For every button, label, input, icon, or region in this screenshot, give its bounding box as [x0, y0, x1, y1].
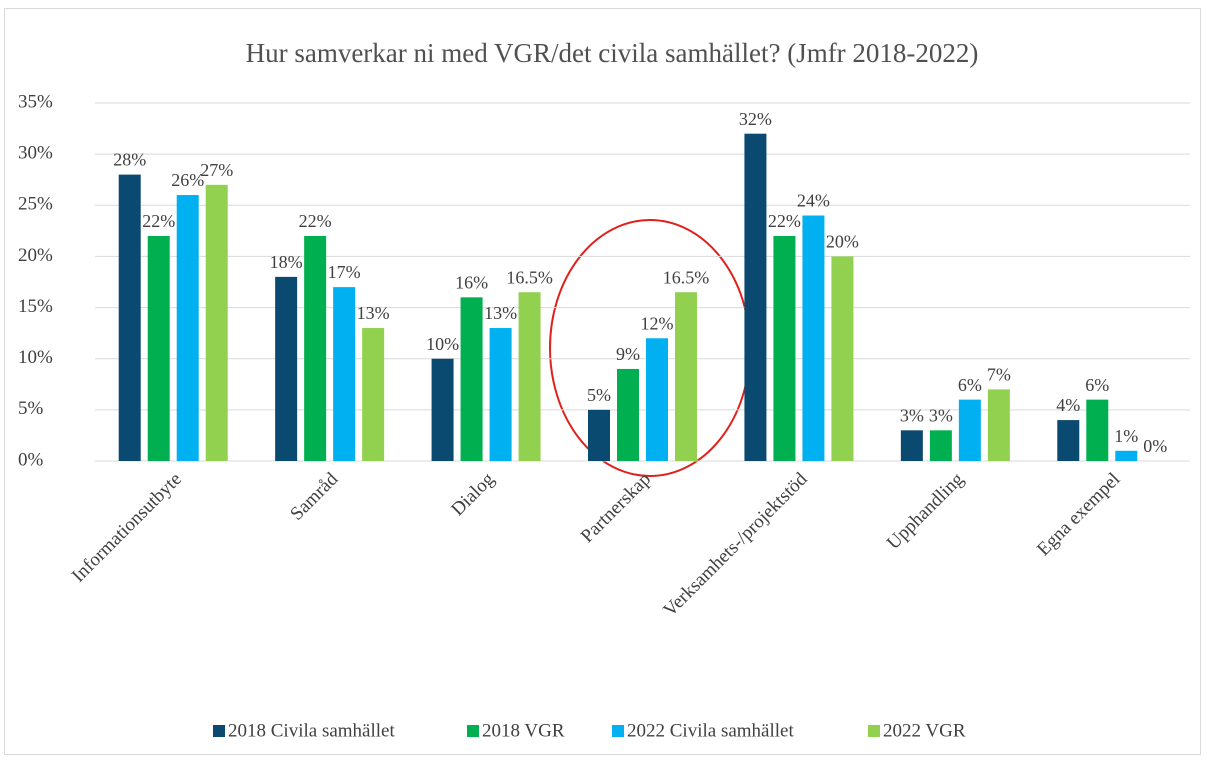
legend-label: 2022 VGR: [883, 720, 966, 741]
data-label: 20%: [826, 232, 859, 252]
bar: [460, 297, 483, 461]
data-label: 28%: [113, 150, 146, 170]
y-tick-label: 5%: [18, 398, 44, 419]
bar: [588, 409, 610, 461]
data-label: 17%: [328, 262, 361, 282]
y-tick-label: 35%: [18, 91, 53, 112]
bar: [1086, 399, 1109, 461]
data-label: 22%: [768, 211, 801, 231]
data-label: 4%: [1056, 395, 1080, 415]
data-label: 9%: [616, 344, 640, 364]
bar: [1057, 420, 1080, 461]
chart-title: Hur samverkar ni med VGR/det civila samh…: [246, 38, 979, 68]
data-label: 22%: [299, 211, 332, 231]
bar: [1115, 450, 1138, 461]
bar: [831, 256, 854, 461]
data-label: 6%: [1085, 375, 1109, 395]
bar: [958, 399, 981, 461]
bar: [275, 276, 298, 461]
data-label: 16.5%: [663, 267, 710, 287]
bar: [675, 292, 697, 461]
bar: [489, 328, 512, 461]
legend-label: 2022 Civila samhället: [627, 720, 794, 741]
legend-label: 2018 VGR: [482, 720, 565, 741]
bar: [118, 174, 141, 461]
bar: [646, 338, 668, 461]
bar: [617, 368, 639, 461]
data-label: 6%: [958, 375, 982, 395]
bar: [518, 292, 541, 461]
bar: [362, 328, 385, 461]
chart-border: [4, 8, 1201, 755]
y-tick-label: 0%: [18, 449, 44, 470]
data-label: 13%: [484, 303, 517, 323]
y-tick-label: 10%: [18, 347, 53, 368]
data-label: 18%: [270, 252, 303, 272]
data-label: 13%: [357, 303, 390, 323]
bar: [147, 235, 170, 461]
bar: [205, 184, 228, 462]
data-label: 32%: [739, 109, 772, 129]
bar: [900, 430, 923, 461]
data-label: 22%: [142, 211, 175, 231]
legend-swatch: [467, 725, 479, 737]
y-tick-label: 20%: [18, 245, 53, 266]
data-label: 24%: [797, 191, 830, 211]
bar: [304, 235, 327, 461]
bar: [987, 389, 1010, 461]
legend-swatch: [213, 725, 225, 737]
data-label: 0%: [1143, 436, 1167, 456]
legend-swatch: [868, 725, 880, 737]
bar: [929, 430, 952, 461]
y-tick-label: 30%: [18, 143, 53, 164]
data-label: 26%: [171, 170, 204, 190]
bar: [802, 215, 825, 461]
bar: [431, 358, 454, 461]
legend-swatch: [612, 725, 624, 737]
data-label: 16.5%: [506, 267, 553, 287]
data-label: 10%: [426, 334, 459, 354]
bar: [176, 195, 199, 462]
bar: [773, 235, 796, 461]
data-label: 3%: [929, 405, 953, 425]
data-label: 1%: [1114, 426, 1138, 446]
data-label: 12%: [641, 313, 674, 333]
data-label: 27%: [200, 160, 233, 180]
y-tick-label: 25%: [18, 194, 53, 215]
bar: [744, 133, 767, 461]
legend-label: 2018 Civila samhället: [228, 720, 395, 741]
y-tick-label: 15%: [18, 296, 53, 317]
data-label: 16%: [455, 272, 488, 292]
bar: [333, 287, 356, 461]
data-label: 7%: [987, 365, 1011, 385]
data-label: 5%: [587, 385, 611, 405]
data-label: 3%: [900, 405, 924, 425]
